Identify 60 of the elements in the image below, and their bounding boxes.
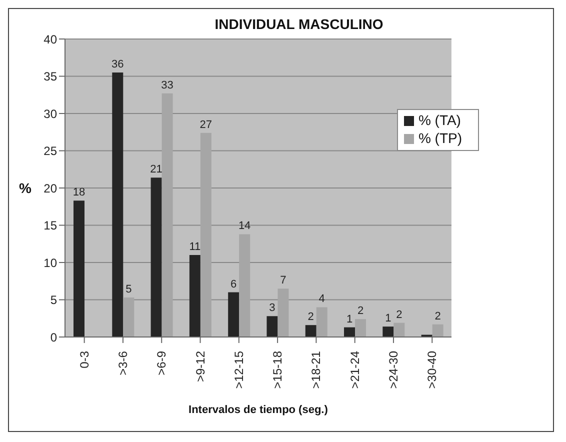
x-tick-label: >24-30 [386, 350, 400, 389]
bar [316, 307, 328, 337]
data-label: 2 [396, 308, 402, 321]
chart-title: INDIVIDUAL MASCULINO [214, 16, 384, 32]
bar [162, 93, 173, 337]
data-label: 1 [346, 313, 353, 326]
data-label: 4 [318, 293, 325, 306]
y-tick-label: 5 [50, 293, 58, 308]
data-label: 5 [126, 284, 132, 296]
bar [355, 319, 366, 337]
bar [344, 327, 356, 337]
y-tick-label: 0 [50, 330, 58, 344]
bar [200, 132, 212, 337]
data-label: 2 [308, 311, 314, 324]
data-label: 27 [200, 118, 212, 131]
bar [266, 316, 278, 337]
bar [112, 72, 124, 337]
y-tick-label: 25 [44, 144, 58, 158]
bar [123, 298, 134, 337]
x-tick-label: >18-21 [309, 350, 324, 389]
y-axis-title: % [19, 180, 32, 196]
data-label: 18 [72, 186, 86, 199]
x-tick-label: >15-18 [270, 350, 285, 389]
legend-label: % (TA) [418, 112, 461, 128]
bar [394, 322, 405, 337]
bar [228, 292, 240, 337]
data-label: 33 [161, 79, 174, 92]
y-tick-label: 40 [44, 32, 58, 46]
x-tick-label: >3-6 [116, 350, 130, 376]
data-label: 21 [150, 164, 162, 176]
data-label: 11 [189, 241, 201, 254]
data-label: 1 [385, 312, 392, 325]
bar [278, 288, 289, 337]
legend-label: % (TP) [418, 130, 462, 146]
data-label: 14 [238, 220, 251, 232]
y-tick-label: 10 [44, 256, 58, 270]
data-label: 3 [269, 302, 276, 314]
bar [305, 325, 316, 337]
y-tick-label: 15 [44, 218, 58, 233]
x-tick-label: >30-40 [425, 350, 440, 389]
bar [382, 326, 394, 337]
y-tick-label: 20 [44, 181, 58, 196]
data-label: 7 [280, 274, 286, 287]
x-tick-label: >6-9 [154, 350, 169, 376]
data-label: 2 [434, 310, 441, 322]
data-label: 2 [357, 305, 364, 318]
y-tick-label: 30 [44, 106, 58, 121]
bar [189, 255, 200, 337]
bar [74, 200, 84, 337]
x-tick-label: >12-15 [232, 350, 246, 389]
y-tick-label: 35 [44, 70, 58, 84]
x-tick-label: >21-24 [348, 350, 362, 389]
x-axis-title: Intervalos de tiempo (seg.) [188, 404, 328, 416]
data-label: 6 [230, 278, 237, 290]
x-tick-label: 0-3 [77, 350, 92, 368]
x-tick-label: >9-12 [193, 350, 208, 382]
bar [150, 178, 162, 337]
bar [432, 324, 444, 337]
bar [239, 234, 250, 337]
data-label: 36 [112, 58, 124, 71]
